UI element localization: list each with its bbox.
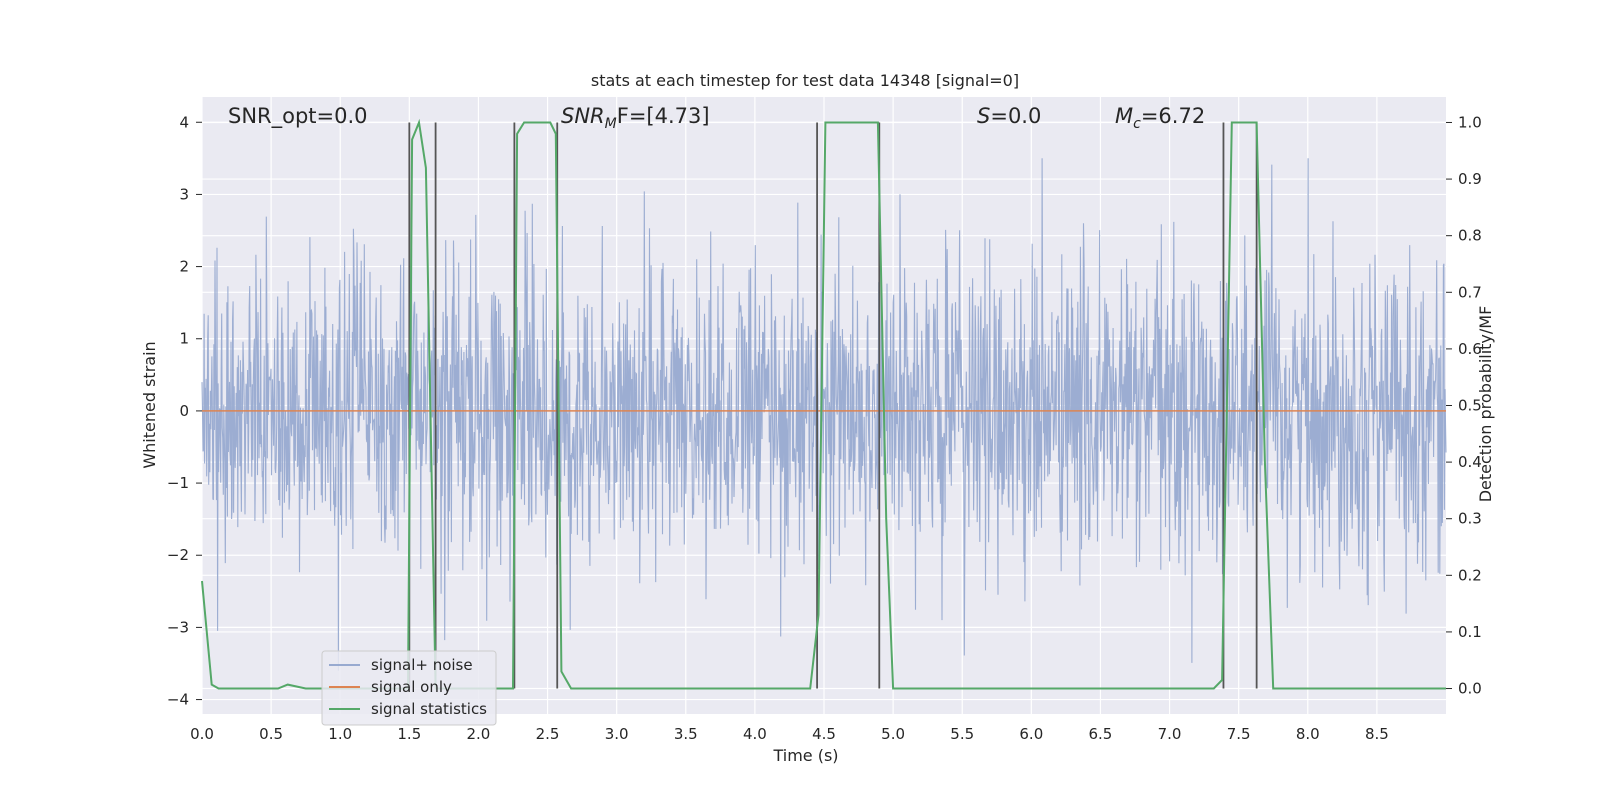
y-tick-label: −1 [167,474,189,492]
y-right-tick-label: 0.4 [1458,453,1482,471]
legend: signal+ noise signal only signal statist… [321,650,497,726]
y-tick-label: −4 [167,691,189,709]
y-tick-label: 4 [179,113,189,131]
y-tick-label: 3 [179,185,189,203]
y-right-tick-label: 0.6 [1458,340,1482,358]
y-tick-label: −2 [167,546,189,564]
y-tick-label: −3 [167,618,189,636]
x-tick-label: 5.5 [950,725,974,743]
x-tick-label: 2.0 [467,725,491,743]
y-right-tick-label: 0.8 [1458,227,1482,245]
x-tick-label: 8.0 [1296,725,1320,743]
y-right-tick-label: 0.7 [1458,283,1482,301]
x-axis-label: Time (s) [772,746,838,765]
y-tick-label: 1 [179,330,189,348]
x-tick-label: 1.0 [328,725,352,743]
x-tick-label: 4.0 [743,725,767,743]
y-right-tick-label: 0.0 [1458,680,1482,698]
x-tick-label: 0.5 [259,725,283,743]
x-tick-label: 3.5 [674,725,698,743]
annotation-s: S=0.0 [977,104,1041,128]
y-right-tick-label: 0.2 [1458,566,1482,584]
x-tick-label: 1.5 [397,725,421,743]
y-right-tick-label: 1.0 [1458,113,1482,131]
annotation-mc: Mc=6.72 [1115,104,1205,132]
annotation-snr-opt: SNR_opt=0.0 [228,104,368,129]
x-tick-label: 6.0 [1019,725,1043,743]
y-tick-label: 0 [179,402,189,420]
x-tick-label: 3.0 [605,725,629,743]
x-tick-label: 8.5 [1365,725,1389,743]
x-tick-label: 5.0 [881,725,905,743]
y-tick-label: 2 [179,258,189,276]
x-tick-label: 6.5 [1089,725,1113,743]
y-right-tick-label: 0.5 [1458,397,1482,415]
legend-label-noise: signal+ noise [371,656,473,674]
legend-label-statistics: signal statistics [371,700,487,718]
y-axis-label: Whitened strain [140,341,159,468]
chart-title: stats at each timestep for test data 143… [591,71,1019,90]
x-tick-label: 0.0 [190,725,214,743]
x-tick-label: 2.5 [536,725,560,743]
axis-ticks: 0.0 0.5 1.0 1.5 2.0 2.5 3.0 3.5 4.0 4.5 5.0 5.5 6.0 6… [167,113,1482,743]
annotation-snr-mf: SNRMF=[4.73] [561,104,710,132]
y-right-tick-label: 0.1 [1458,623,1482,641]
y-axis-right-label: Detection probability/MF [1476,306,1495,503]
x-tick-label: 4.5 [812,725,836,743]
legend-label-signal-only: signal only [371,678,452,696]
y-right-tick-label: 0.9 [1458,170,1482,188]
x-tick-label: 7.5 [1227,725,1251,743]
y-right-tick-label: 0.3 [1458,510,1482,528]
x-tick-label: 7.0 [1158,725,1182,743]
legend-box [321,650,497,726]
